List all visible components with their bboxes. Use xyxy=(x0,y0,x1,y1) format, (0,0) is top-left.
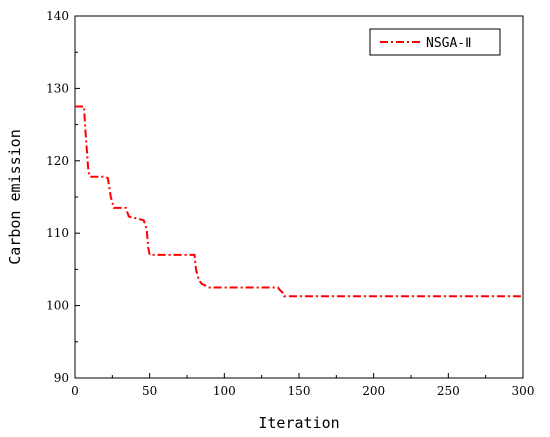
x-tick-label: 150 xyxy=(288,384,311,398)
y-axis-label: Carbon emission xyxy=(6,129,24,264)
series-layer xyxy=(75,105,523,298)
x-tick-label: 250 xyxy=(437,384,460,398)
y-tick-label: 110 xyxy=(46,226,69,240)
y-tick-label: 90 xyxy=(54,371,69,385)
x-axis-label: Iteration xyxy=(258,414,339,432)
y-tick-label: 140 xyxy=(46,9,69,23)
legend: NSGA-Ⅱ xyxy=(369,28,501,56)
y-tick-label: 130 xyxy=(46,81,69,95)
x-tick-label: 0 xyxy=(71,384,79,398)
x-axis-ticks: 0 50 100 150 200 250 300 xyxy=(71,373,534,398)
x-tick-label: 200 xyxy=(362,384,385,398)
x-tick-label: 300 xyxy=(512,384,535,398)
plot-frame xyxy=(74,15,524,379)
x-tick-label: 100 xyxy=(213,384,236,398)
axes xyxy=(74,15,524,379)
y-tick-label: 100 xyxy=(46,299,69,313)
y-axis-ticks: 90 100 110 120 130 140 xyxy=(46,9,80,385)
y-tick-label: 120 xyxy=(46,154,69,168)
series-line xyxy=(75,105,523,298)
x-tick-label: 50 xyxy=(142,384,157,398)
legend-label: NSGA-Ⅱ xyxy=(426,36,472,51)
